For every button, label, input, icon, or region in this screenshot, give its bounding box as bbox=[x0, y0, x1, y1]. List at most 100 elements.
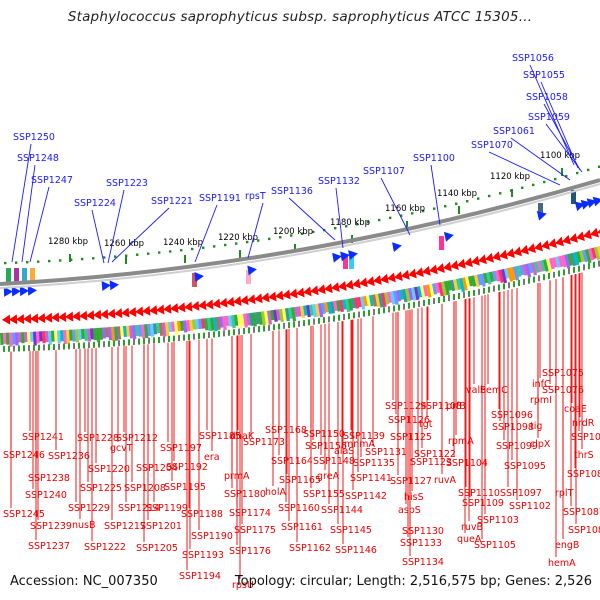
reverse-gene-label: SSP1131 bbox=[365, 447, 407, 458]
inner-tick bbox=[568, 268, 570, 275]
reverse-arrow bbox=[93, 309, 102, 320]
reverse-gene-label: SSP1109 bbox=[462, 498, 504, 509]
tick-dot bbox=[4, 261, 7, 265]
inner-tick bbox=[118, 340, 120, 347]
reverse-gene-label: SSP1185 bbox=[199, 431, 241, 442]
reverse-arrow bbox=[513, 246, 522, 257]
reverse-arrow bbox=[450, 260, 459, 271]
inner-tick bbox=[308, 319, 310, 326]
inner-tick bbox=[73, 343, 75, 350]
inner-tick bbox=[538, 275, 540, 282]
inner-tick bbox=[343, 313, 345, 320]
reverse-arrow-track bbox=[2, 225, 600, 325]
gene-color-segment bbox=[51, 330, 55, 342]
inner-tick bbox=[358, 311, 360, 318]
label-leader-line bbox=[288, 197, 336, 241]
reverse-arrow bbox=[310, 285, 319, 296]
gene-color-segment bbox=[243, 313, 248, 328]
reverse-arrow bbox=[338, 280, 347, 291]
inner-tick bbox=[223, 330, 225, 337]
gene-color-segment bbox=[504, 268, 510, 279]
inner-tick bbox=[78, 342, 80, 349]
reverse-gene-label: SSP1237 bbox=[28, 541, 70, 552]
tick-dot bbox=[400, 214, 403, 217]
feature-block bbox=[439, 236, 444, 250]
tick-dot bbox=[455, 202, 458, 205]
reverse-gene-label: infC bbox=[532, 379, 551, 390]
tick-dot bbox=[37, 260, 40, 263]
reverse-gene-label: SSP1225 bbox=[80, 483, 122, 494]
inner-tick bbox=[123, 339, 125, 346]
reverse-arrow bbox=[569, 233, 578, 243]
gene-color-segment bbox=[579, 250, 585, 262]
forward-gene-label: SSP1223 bbox=[106, 178, 148, 189]
reverse-arrow bbox=[282, 289, 291, 300]
gene-color-segment bbox=[54, 330, 58, 342]
gene-color-segment bbox=[387, 291, 393, 304]
tick-dot bbox=[191, 247, 194, 251]
gene-color-segment bbox=[102, 327, 106, 339]
reverse-gene-label: SSP1110 bbox=[458, 488, 500, 499]
kbp-tick-label: 1120 kbp bbox=[490, 172, 530, 182]
feature-block bbox=[538, 203, 543, 217]
forward-gene-label: SSP1224 bbox=[74, 198, 116, 209]
reverse-gene-label: SSP1229 bbox=[68, 503, 110, 514]
tick-dot bbox=[81, 257, 84, 261]
gene-color-segment bbox=[18, 332, 22, 343]
gene-color-segment bbox=[6, 332, 10, 345]
inner-tick bbox=[68, 343, 70, 350]
gene-color-segment bbox=[438, 282, 444, 297]
reverse-gene-label: aspS bbox=[398, 505, 421, 516]
reverse-gene-label: ruvB bbox=[461, 522, 483, 533]
tick-dot bbox=[488, 194, 491, 198]
inner-tick bbox=[298, 320, 300, 327]
reverse-gene-label: alaS bbox=[334, 446, 354, 457]
forward-gene-label: SSP1248 bbox=[17, 153, 59, 164]
reverse-gene-label: SSP1144 bbox=[321, 505, 363, 516]
inner-tick bbox=[183, 334, 185, 341]
gene-color-segment bbox=[582, 249, 589, 263]
inner-tick bbox=[238, 328, 240, 335]
reverse-arrow bbox=[548, 238, 557, 249]
reverse-gene-label: SSP1127 bbox=[390, 476, 432, 487]
gene-color-segment bbox=[120, 326, 124, 337]
kbp-tick-label: 1220 kbp bbox=[218, 233, 258, 243]
reverse-gene-label: holA bbox=[265, 487, 286, 498]
reverse-gene-label: SSP1241 bbox=[22, 432, 64, 443]
tick-dot bbox=[169, 250, 172, 253]
forward-arrow-track bbox=[3, 196, 600, 297]
forward-gene-label: SSP1100 bbox=[413, 153, 455, 164]
gene-color-segment bbox=[24, 331, 28, 343]
inner-tick bbox=[598, 260, 600, 267]
reverse-arrow bbox=[485, 252, 494, 263]
gene-color-segment bbox=[357, 296, 362, 308]
forward-gene-label: SSP1059 bbox=[528, 112, 570, 123]
reverse-gene-label: SSP1190 bbox=[191, 531, 233, 542]
reverse-arrow bbox=[58, 311, 67, 322]
gene-color-segment bbox=[354, 297, 359, 309]
tick-dot bbox=[202, 246, 205, 249]
reverse-arrow bbox=[16, 314, 25, 325]
gene-color-segment bbox=[552, 257, 558, 268]
tick-dot bbox=[543, 180, 546, 184]
reverse-arrow bbox=[149, 305, 158, 316]
tick-dot bbox=[389, 216, 392, 220]
inner-tick bbox=[473, 289, 475, 296]
tick-dot bbox=[114, 255, 117, 258]
reverse-gene-label: SSP1083 bbox=[567, 469, 600, 480]
tick-dot bbox=[477, 197, 480, 200]
gene-color-segment bbox=[408, 287, 414, 301]
inner-tick bbox=[8, 345, 10, 352]
inner-tick bbox=[303, 320, 305, 327]
inner-tick bbox=[128, 339, 130, 346]
inner-tick bbox=[158, 336, 160, 343]
gene-color-segment bbox=[111, 326, 116, 341]
gene-color-segment bbox=[261, 311, 266, 326]
inner-tick bbox=[333, 315, 335, 322]
label-leader-line bbox=[29, 186, 50, 263]
reverse-arrow bbox=[128, 307, 137, 317]
inner-tick bbox=[248, 327, 250, 334]
gene-color-segment bbox=[195, 319, 200, 330]
tick-dot bbox=[521, 186, 524, 189]
label-leader-line bbox=[194, 204, 218, 263]
